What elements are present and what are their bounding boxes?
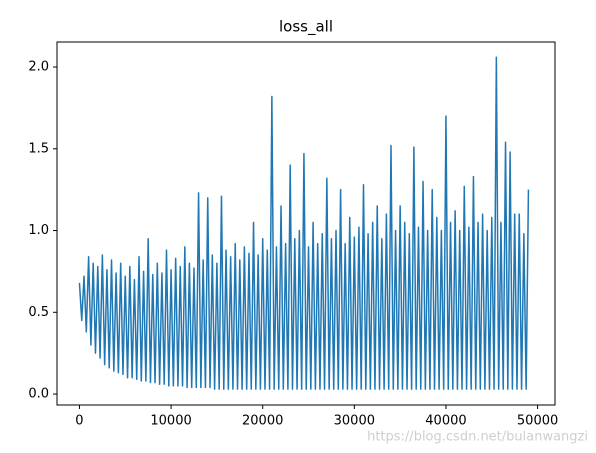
x-tick-label: 30000	[334, 414, 375, 429]
x-tick-label: 50000	[517, 414, 558, 429]
y-tick-label: 0.0	[28, 387, 49, 402]
y-tick-label: 2.0	[28, 60, 49, 75]
x-tick-label: 0	[75, 414, 83, 429]
y-tick-label: 1.5	[28, 141, 49, 156]
x-tick-label: 40000	[425, 414, 466, 429]
y-tick-label: 1.0	[28, 223, 49, 238]
y-tick-label: 0.5	[28, 305, 49, 320]
x-tick-label: 10000	[150, 414, 191, 429]
plot-frame	[56, 41, 556, 406]
x-tick-label: 20000	[242, 414, 283, 429]
watermark: https://blog.csdn.net/bulanwangzi	[367, 430, 588, 445]
chart-title: loss_all	[279, 18, 333, 37]
loss-line	[78, 56, 530, 390]
